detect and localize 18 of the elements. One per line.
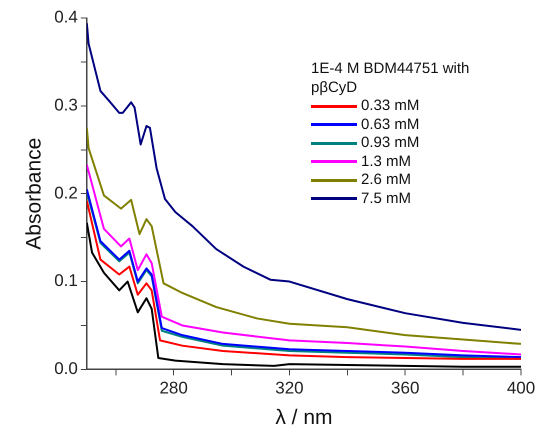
y-tick-label: 0.3 (54, 96, 78, 115)
legend-label: 7.5 mM (361, 190, 412, 208)
legend-label: 1.3 mM (361, 152, 412, 171)
y-axis-title: Absorbance (22, 138, 46, 250)
x-tick-label: 280 (159, 378, 188, 398)
y-tick-label: 0.0 (54, 359, 78, 378)
x-tick-label: 360 (391, 378, 420, 398)
y-tick-label: 0.4 (54, 8, 78, 27)
legend-label: 2.6 mM (361, 171, 412, 190)
legend-label: 0.33 mM (361, 97, 420, 116)
x-tick-label: 400 (506, 378, 536, 398)
x-tick-label: 320 (275, 378, 304, 398)
legend-label: 0.93 mM (361, 134, 420, 152)
y-tick-label: 0.1 (54, 271, 78, 290)
x-axis-title: λ / nm (275, 406, 333, 430)
legend-label: 0.63 mM (361, 116, 420, 134)
legend-title: 1E-4 M BDM44751 with pβCyD (311, 60, 470, 97)
y-tick-label: 0.2 (54, 183, 78, 202)
